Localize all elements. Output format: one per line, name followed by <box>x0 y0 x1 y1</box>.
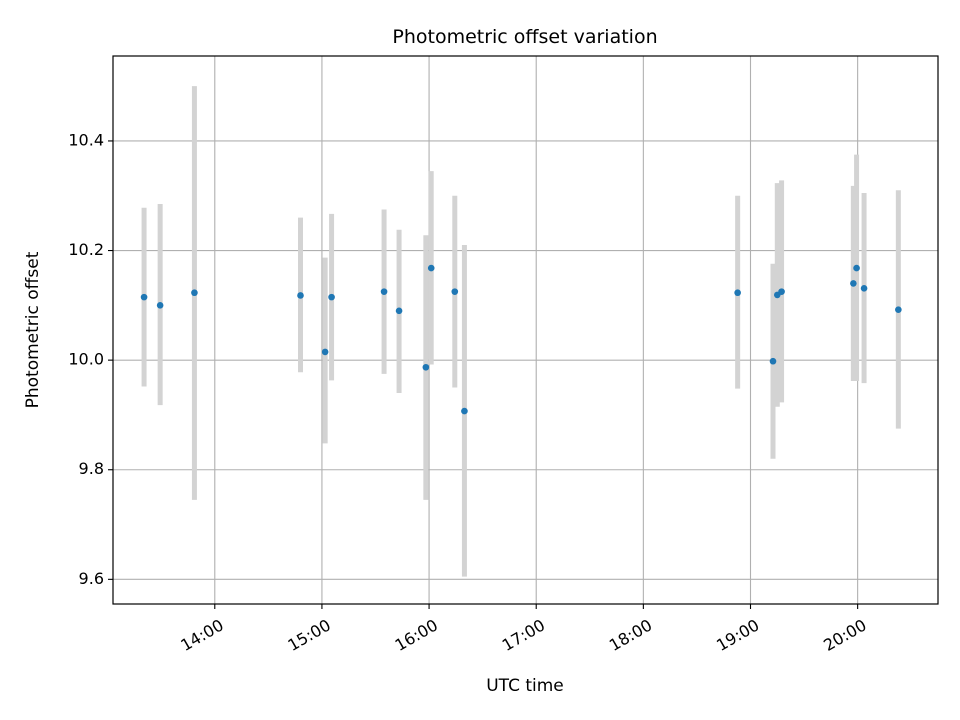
data-point <box>769 357 777 365</box>
data-point <box>850 280 857 287</box>
chart-title: Photometric offset variation <box>392 26 657 48</box>
y-tick-label: 10.4 <box>68 130 104 149</box>
data-point <box>895 306 902 314</box>
data-point <box>422 363 430 371</box>
x-tick-label: 19:00 <box>713 615 762 655</box>
data-point <box>451 288 459 295</box>
grid-lines <box>113 56 938 604</box>
plot-frame <box>112 55 939 605</box>
x-tick-label: 20:00 <box>820 615 869 655</box>
data-point <box>853 264 860 272</box>
data-point <box>191 289 198 297</box>
data-point <box>395 307 403 315</box>
data-point <box>734 289 741 297</box>
data-point <box>328 293 335 301</box>
x-tick-label: 18:00 <box>606 615 655 655</box>
y-axis-title: Photometric offset <box>23 251 43 408</box>
y-tick-label: 9.6 <box>79 569 104 588</box>
x-tick-label: 16:00 <box>392 615 441 655</box>
y-tick-label: 9.8 <box>79 459 104 478</box>
data-point <box>778 288 785 295</box>
data-point <box>427 264 435 272</box>
y-tick-label: 10.2 <box>68 240 104 259</box>
x-axis-title: UTC time <box>486 676 564 696</box>
y-tick-label: 10.0 <box>68 350 104 369</box>
data-point <box>321 348 329 356</box>
data-point <box>156 302 164 309</box>
y-axis-ticks: 9.6 9.8 10.0 10.2 10.4 <box>68 130 113 588</box>
x-tick-label: 14:00 <box>177 615 226 655</box>
data-point <box>380 288 388 295</box>
data-point <box>461 407 468 415</box>
x-tick-label: 17:00 <box>499 615 548 655</box>
data-point <box>297 292 304 299</box>
x-axis-ticks: 14:00 15:00 16:00 17:00 18:00 19:00 20:00 <box>177 604 870 655</box>
x-tick-label: 15:00 <box>284 615 333 655</box>
data-point <box>860 285 868 292</box>
error-bars <box>141 86 901 577</box>
data-points <box>140 264 902 415</box>
data-point <box>140 293 148 301</box>
